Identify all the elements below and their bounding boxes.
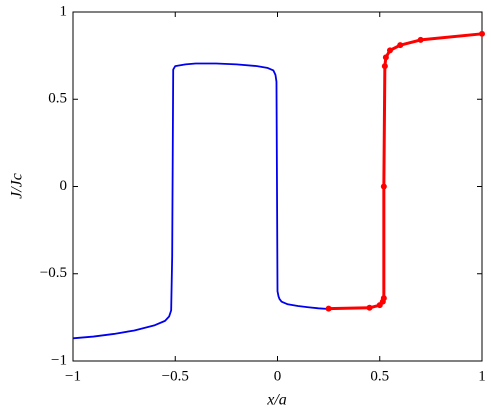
series-marker <box>380 183 387 190</box>
series-marker <box>381 63 388 70</box>
x-tick-label: 0.5 <box>370 368 389 384</box>
y-tick-label: 0 <box>60 178 68 194</box>
x-tick-label: 0 <box>274 368 282 384</box>
series-line <box>328 32 483 311</box>
y-axis-label: J/Jc <box>9 173 26 199</box>
series-line <box>72 62 329 340</box>
series-marker <box>366 304 373 311</box>
x-tick-label: −1 <box>65 368 81 384</box>
series-marker <box>325 305 332 312</box>
y-tick-label: −1 <box>51 352 67 368</box>
series-marker <box>380 295 387 302</box>
series-marker <box>417 36 424 43</box>
series-marker <box>382 54 389 61</box>
x-tick-label: 1 <box>478 368 486 384</box>
y-tick-label: 0.5 <box>48 91 67 107</box>
x-axis-label: x/a <box>266 392 287 409</box>
y-tick-label: −0.5 <box>40 265 67 281</box>
series-marker <box>386 47 393 54</box>
series-marker <box>397 42 404 49</box>
series-marker <box>479 30 485 37</box>
x-tick-label: −0.5 <box>162 368 189 384</box>
y-tick-label: 1 <box>60 3 68 19</box>
